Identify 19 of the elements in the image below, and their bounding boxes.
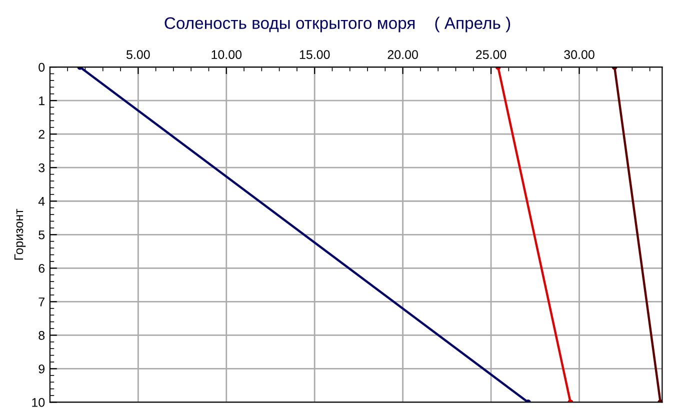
y-tick-label: 3 [38, 163, 45, 172]
x-tick-label: 5.00 [126, 50, 150, 60]
x-tick-label: 25.00 [476, 50, 506, 60]
x-tick-label: 10.00 [212, 50, 242, 60]
y-tick-label: 6 [38, 264, 45, 273]
y-tick-label: 5 [38, 230, 45, 240]
y-tick-label: 1 [39, 96, 44, 106]
x-tick-label: 15.00 [300, 50, 330, 60]
y-tick-label: 7 [38, 298, 44, 306]
chart-title: Соленость воды открытого моря ( Апрель ) [164, 16, 510, 32]
x-tick-label: 30.00 [564, 50, 594, 60]
y-tick-label: 8 [38, 331, 45, 340]
y-tick-label: 0 [38, 62, 45, 72]
y-tick-label: 2 [38, 130, 44, 139]
y-tick-label: 9 [38, 364, 44, 374]
x-tick-label: 20.00 [388, 50, 418, 60]
y-axis-title: Горизонт [14, 208, 26, 260]
y-tick-label: 10 [32, 398, 45, 407]
y-tick-label: 4 [38, 197, 45, 206]
